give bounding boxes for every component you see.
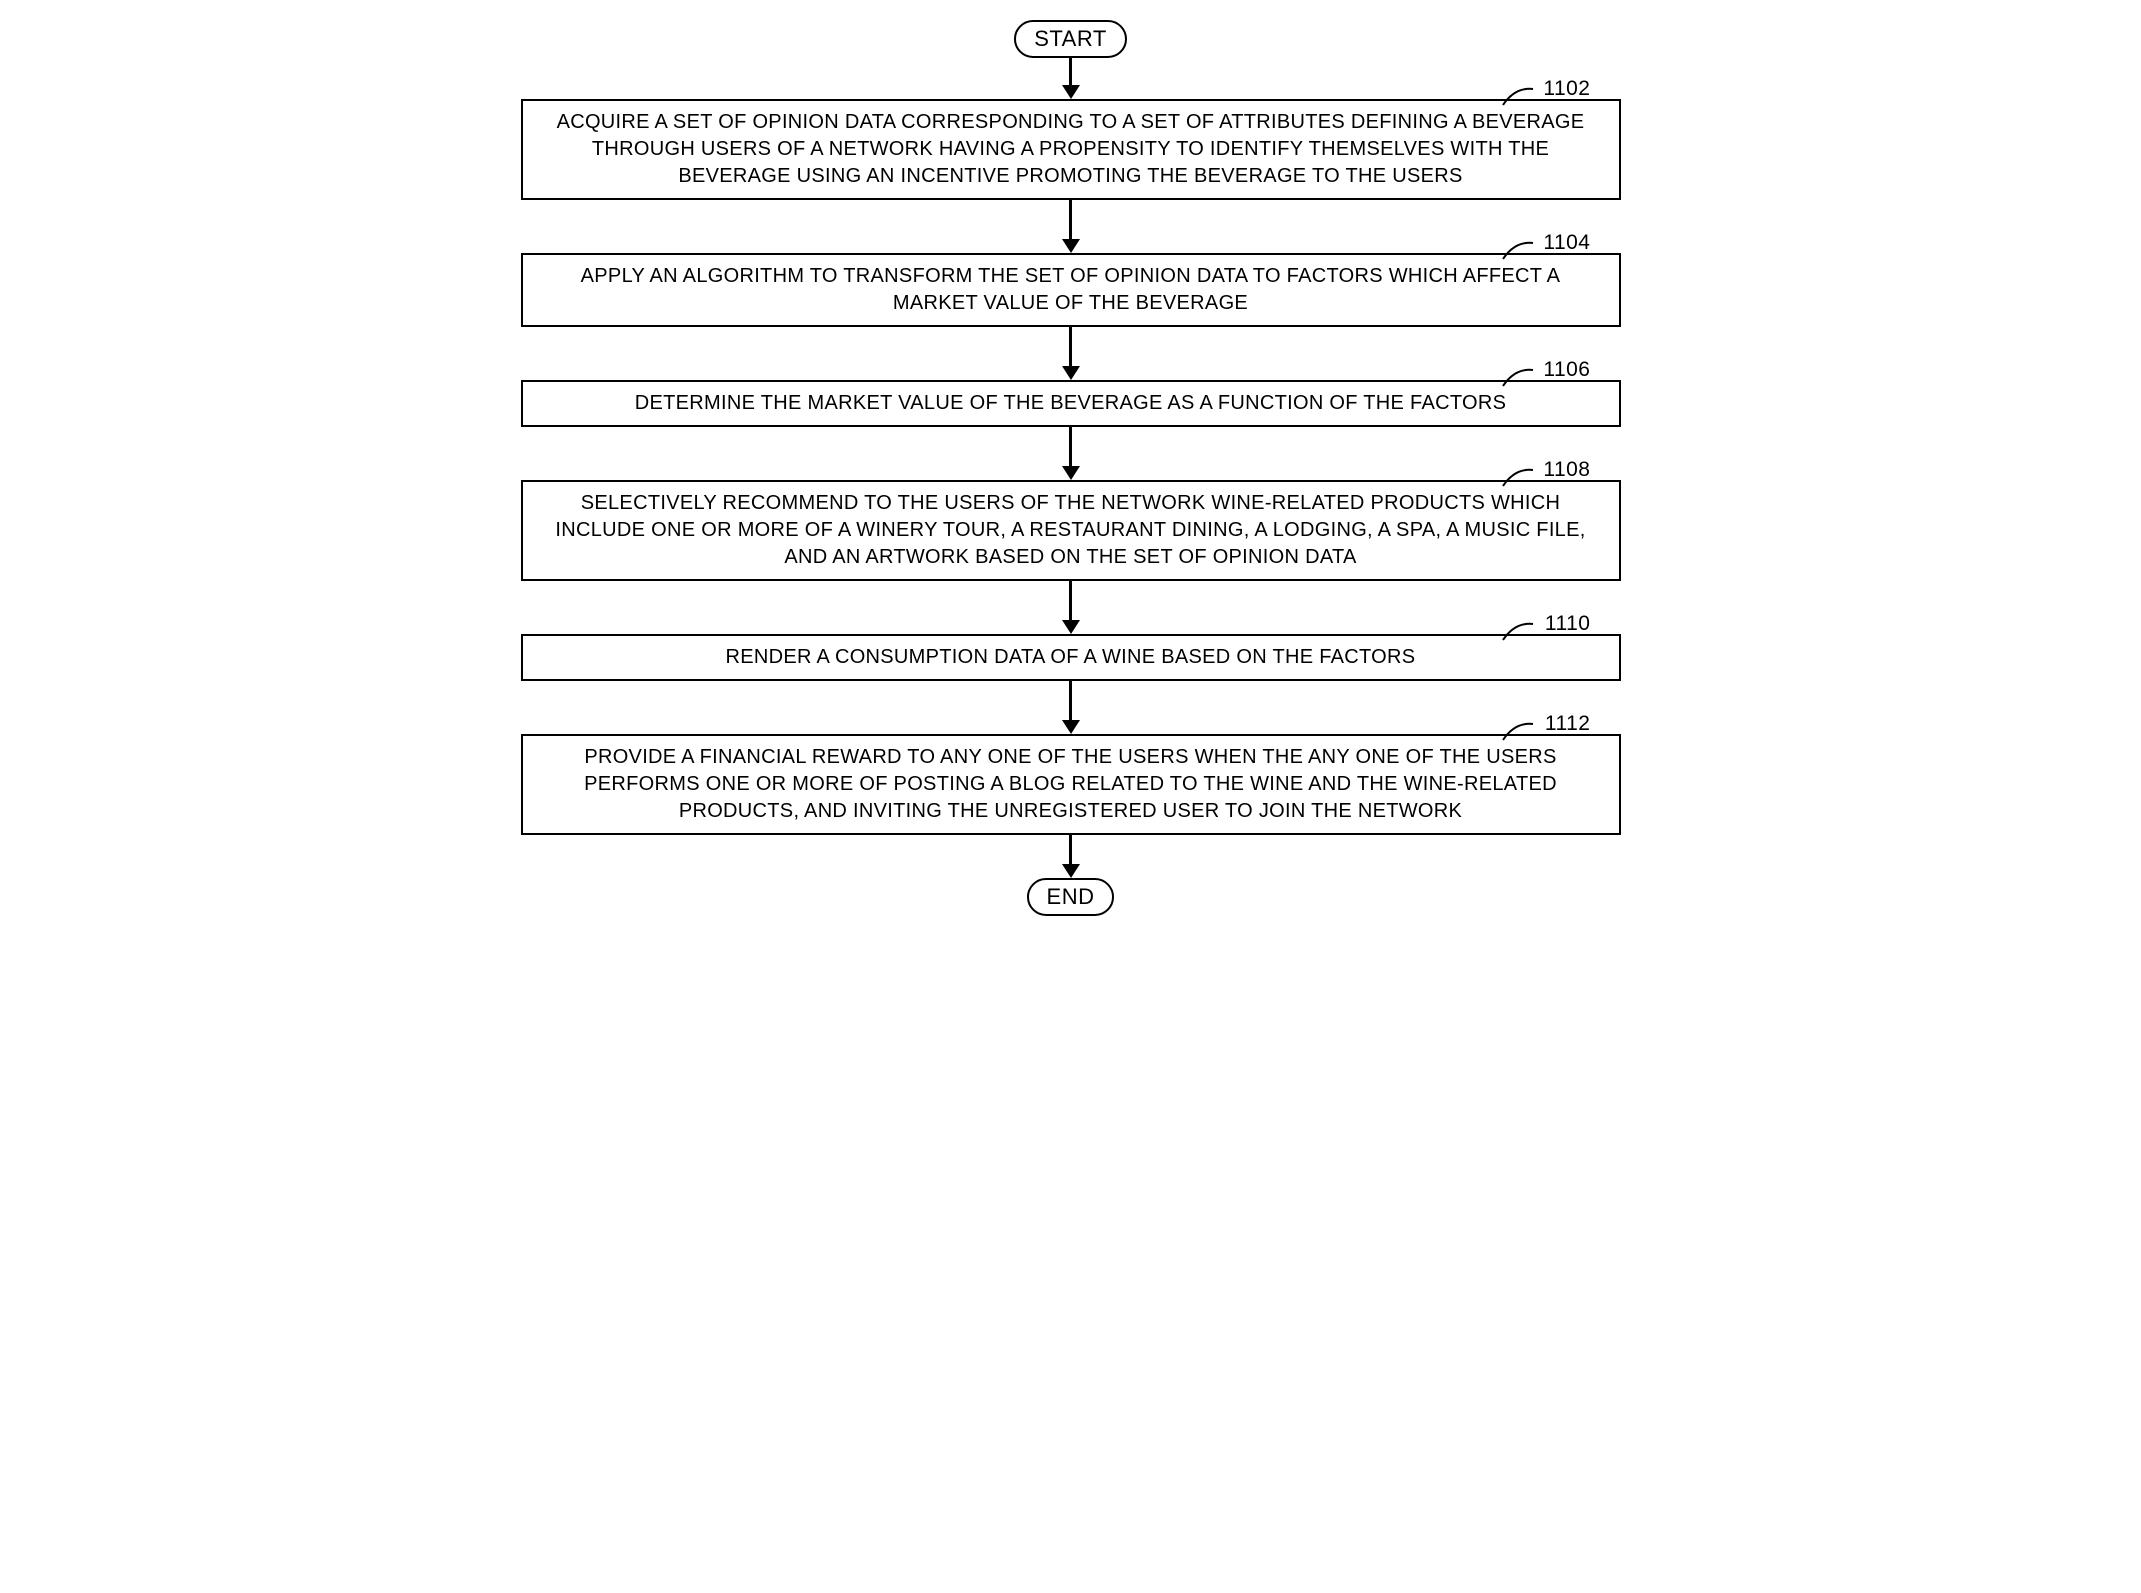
step-box-1108: SELECTIVELY RECOMMEND TO THE USERS OF TH… bbox=[521, 480, 1621, 581]
arrow-line bbox=[1069, 581, 1072, 621]
arrow-head-icon bbox=[1062, 239, 1080, 253]
end-label: END bbox=[1047, 884, 1095, 909]
step-1102-wrapper: 1102 ACQUIRE A SET OF OPINION DATA CORRE… bbox=[521, 99, 1621, 200]
arrow-head-icon bbox=[1062, 366, 1080, 380]
step-box-1110: RENDER A CONSUMPTION DATA OF A WINE BASE… bbox=[521, 634, 1621, 681]
step-box-1106: DETERMINE THE MARKET VALUE OF THE BEVERA… bbox=[521, 380, 1621, 427]
arrow-line bbox=[1069, 681, 1072, 721]
end-terminal: END bbox=[1027, 878, 1115, 916]
ref-leader-icon bbox=[1501, 366, 1535, 388]
ref-label-1112: 1112 bbox=[1545, 712, 1591, 736]
step-box-1104: APPLY AN ALGORITHM TO TRANSFORM THE SET … bbox=[521, 253, 1621, 327]
step-1112-wrapper: 1112 PROVIDE A FINANCIAL REWARD TO ANY O… bbox=[521, 734, 1621, 835]
arrow-head-icon bbox=[1062, 720, 1080, 734]
arrow bbox=[1062, 200, 1080, 253]
start-label: START bbox=[1034, 26, 1107, 51]
ref-label-1104: 1104 bbox=[1543, 231, 1590, 255]
arrow-line bbox=[1069, 427, 1072, 467]
arrow-after-start bbox=[1062, 58, 1080, 99]
arrow-line bbox=[1069, 58, 1072, 86]
ref-leader-icon bbox=[1501, 85, 1535, 107]
arrow bbox=[1062, 681, 1080, 734]
arrow bbox=[1062, 327, 1080, 380]
start-terminal: START bbox=[1014, 20, 1127, 58]
step-1106-wrapper: 1106 DETERMINE THE MARKET VALUE OF THE B… bbox=[521, 380, 1621, 427]
ref-leader-icon bbox=[1501, 239, 1535, 261]
step-1104-wrapper: 1104 APPLY AN ALGORITHM TO TRANSFORM THE… bbox=[521, 253, 1621, 327]
arrow bbox=[1062, 427, 1080, 480]
arrow-line bbox=[1069, 200, 1072, 240]
ref-label-1110: 1110 bbox=[1545, 612, 1591, 636]
arrow-head-icon bbox=[1062, 620, 1080, 634]
arrow-head-icon bbox=[1062, 864, 1080, 878]
ref-label-1102: 1102 bbox=[1543, 77, 1590, 101]
arrow-before-end bbox=[1062, 835, 1080, 878]
step-1110-wrapper: 1110 RENDER A CONSUMPTION DATA OF A WINE… bbox=[521, 634, 1621, 681]
arrow-line bbox=[1069, 835, 1072, 865]
ref-leader-icon bbox=[1501, 620, 1535, 642]
arrow-head-icon bbox=[1062, 466, 1080, 480]
step-1108-wrapper: 1108 SELECTIVELY RECOMMEND TO THE USERS … bbox=[521, 480, 1621, 581]
arrow-head-icon bbox=[1062, 85, 1080, 99]
step-box-1102: ACQUIRE A SET OF OPINION DATA CORRESPOND… bbox=[521, 99, 1621, 200]
arrow bbox=[1062, 581, 1080, 634]
ref-label-1108: 1108 bbox=[1543, 458, 1590, 482]
step-box-1112: PROVIDE A FINANCIAL REWARD TO ANY ONE OF… bbox=[521, 734, 1621, 835]
ref-leader-icon bbox=[1501, 720, 1535, 742]
ref-leader-icon bbox=[1501, 466, 1535, 488]
flowchart-container: START 1102 ACQUIRE A SET OF OPINION DATA… bbox=[521, 20, 1621, 916]
ref-label-1106: 1106 bbox=[1543, 358, 1590, 382]
arrow-line bbox=[1069, 327, 1072, 367]
